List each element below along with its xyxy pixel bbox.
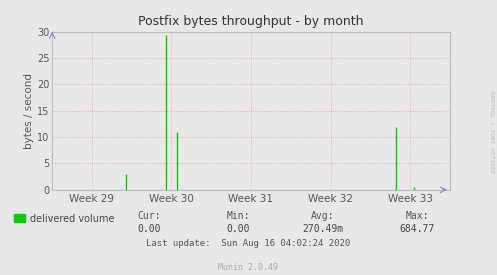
Text: 0.00: 0.00 (227, 224, 250, 234)
Text: RRDTOOL / TOBI OETIKER: RRDTOOL / TOBI OETIKER (490, 91, 495, 173)
Text: Last update:  Sun Aug 16 04:02:24 2020: Last update: Sun Aug 16 04:02:24 2020 (147, 239, 350, 248)
Text: 684.77: 684.77 (400, 224, 435, 234)
Text: Max:: Max: (406, 211, 429, 221)
Text: Cur:: Cur: (137, 211, 161, 221)
Text: Min:: Min: (227, 211, 250, 221)
Title: Postfix bytes throughput - by month: Postfix bytes throughput - by month (138, 15, 364, 28)
Text: 270.49m: 270.49m (303, 224, 343, 234)
Text: Avg:: Avg: (311, 211, 335, 221)
Text: 0.00: 0.00 (137, 224, 161, 234)
Y-axis label: bytes / second: bytes / second (24, 73, 34, 149)
Text: Munin 2.0.49: Munin 2.0.49 (219, 263, 278, 272)
Legend: delivered volume: delivered volume (10, 210, 119, 227)
